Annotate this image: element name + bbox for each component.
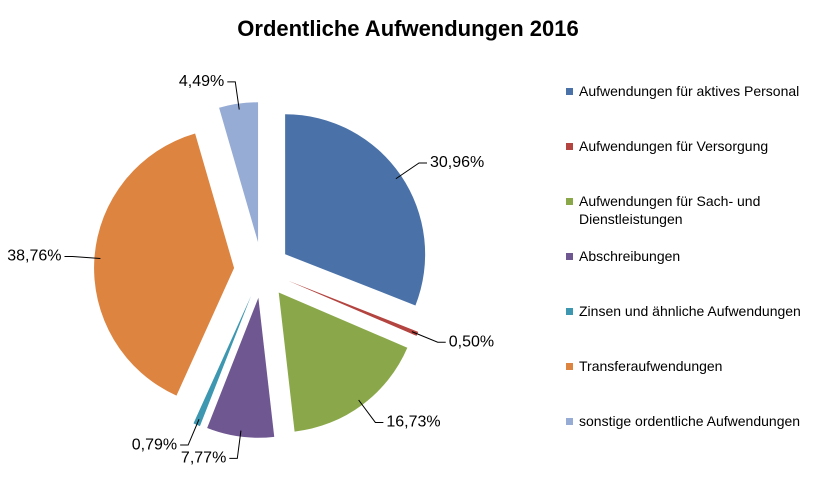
legend-label: Aufwendungen für Versorgung xyxy=(579,138,769,154)
legend-label: sonstige ordentliche Aufwendungen xyxy=(579,413,801,429)
pie-slice xyxy=(94,133,235,396)
legend-item: Aufwendungen für Sach- und Dienstleistun… xyxy=(566,192,806,247)
legend-label: Abschreibungen xyxy=(579,248,681,264)
leader-line xyxy=(411,331,446,343)
data-label: 7,77% xyxy=(181,450,226,467)
legend-swatch xyxy=(566,88,573,95)
pie-slice xyxy=(287,280,419,336)
legend-item: Transferaufwendungen xyxy=(566,357,806,412)
legend-item: Aufwendungen für Versorgung xyxy=(566,137,806,192)
legend-swatch xyxy=(566,198,573,205)
legend-item: Aufwendungen für aktives Personal xyxy=(566,82,806,137)
data-label: 38,76% xyxy=(7,248,61,265)
legend-swatch xyxy=(566,143,573,150)
legend-item: sonstige ordentliche Aufwendungen xyxy=(566,412,806,467)
pie-slice xyxy=(278,292,408,432)
pie-slice xyxy=(193,295,252,427)
legend-label: Aufwendungen für Sach- und Dienstleistun… xyxy=(579,193,761,227)
legend-item: Zinsen und ähnliche Aufwendungen xyxy=(566,302,806,357)
leader-line xyxy=(229,430,242,459)
pie-slice xyxy=(207,297,275,438)
legend-swatch xyxy=(566,418,573,425)
pie-slice xyxy=(285,114,426,306)
pie-slice xyxy=(219,102,259,243)
legend-item: Abschreibungen xyxy=(566,247,806,302)
leader-line xyxy=(395,162,428,180)
leader-line xyxy=(64,256,101,260)
chart-title: Ordentliche Aufwendungen 2016 xyxy=(237,16,578,41)
data-label: 0,50% xyxy=(449,333,494,350)
legend: Aufwendungen für aktives Personal Aufwend… xyxy=(566,82,806,467)
data-label: 16,73% xyxy=(386,414,440,431)
legend-swatch xyxy=(566,363,573,370)
legend-swatch xyxy=(566,308,573,315)
data-label: 0,79% xyxy=(132,436,177,453)
leader-line xyxy=(180,419,200,446)
legend-swatch xyxy=(566,253,573,260)
legend-label: Transferaufwendungen xyxy=(579,358,723,374)
legend-label: Zinsen und ähnliche Aufwendungen xyxy=(579,303,801,319)
data-label: 30,96% xyxy=(430,154,484,171)
legend-label: Aufwendungen für aktives Personal xyxy=(579,83,800,99)
data-label: 4,49% xyxy=(179,73,224,90)
leader-line xyxy=(358,399,384,423)
leader-line xyxy=(227,81,240,110)
